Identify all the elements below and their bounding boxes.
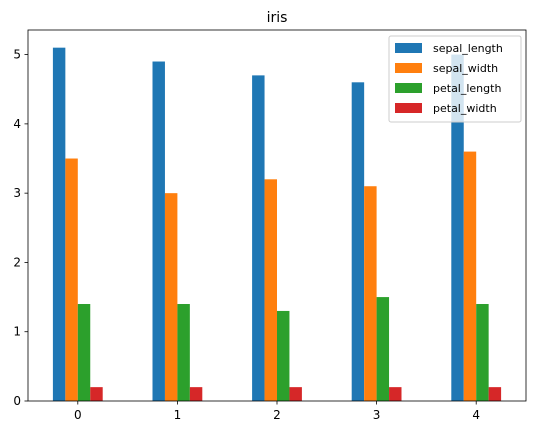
- bar-petal_width-3: [389, 387, 402, 401]
- x-tick-label: 0: [74, 408, 82, 422]
- bars-group: [52, 47, 502, 402]
- legend-label-sepal_width: sepal_width: [433, 62, 498, 75]
- bar-sepal_length-4: [451, 54, 464, 402]
- bar-petal_length-1: [177, 304, 190, 401]
- y-tick-label: 4: [13, 117, 21, 131]
- x-tick-label: 2: [273, 408, 281, 422]
- legend: sepal_length sepal_width petal_lengthpetal…: [388, 35, 522, 123]
- bar-petal_width-0: [90, 387, 103, 401]
- bar-sepal_width-2: [264, 179, 277, 401]
- bar-sepal_width-1: [164, 193, 178, 401]
- bar-sepal_length-0: [52, 47, 66, 402]
- bar-sepal_width-3: [364, 186, 377, 401]
- bar-petal_width-1: [189, 387, 203, 401]
- y-tick-label: 5: [13, 48, 21, 62]
- bar-petal_width-2: [289, 387, 302, 401]
- bar-sepal_length-1: [152, 61, 165, 402]
- y-axis: 0 1 2 3 4 5: [13, 48, 28, 408]
- bar-petal_length-2: [277, 310, 290, 401]
- bar-sepal_width-0: [65, 158, 78, 401]
- bar-petal_length-3: [376, 297, 390, 401]
- legend-label-petal_width: petal_width: [433, 102, 497, 115]
- legend-label-petal_length: petal_length: [433, 82, 501, 95]
- y-tick-label: 1: [13, 325, 21, 339]
- legend-swatch-sepal_width: [395, 63, 422, 73]
- bar-sepal_length-3: [351, 82, 365, 401]
- legend-swatch-sepal_length: [395, 43, 422, 53]
- bar-petal_length-0: [77, 304, 91, 401]
- bar-petal_length-4: [476, 304, 489, 401]
- bar-petal_width-4: [488, 387, 502, 401]
- legend-swatch-petal_length: [395, 83, 422, 93]
- bar-sepal_width-4: [463, 151, 477, 401]
- chart-title: iris: [267, 10, 288, 26]
- y-tick-label: 0: [13, 394, 21, 408]
- y-tick-label: 2: [13, 255, 21, 269]
- legend-swatch-petal_width: [395, 103, 422, 113]
- legend-frame: [388, 35, 522, 123]
- x-tick-label: 3: [373, 408, 381, 422]
- y-tick-label: 3: [13, 186, 21, 200]
- bar-sepal_length-2: [252, 75, 265, 401]
- x-tick-label: 4: [472, 408, 480, 422]
- x-axis: 0 1 2 3 4: [74, 401, 480, 422]
- x-tick-label: 1: [174, 408, 182, 422]
- legend-label-sepal_length: sepal_length: [433, 42, 503, 55]
